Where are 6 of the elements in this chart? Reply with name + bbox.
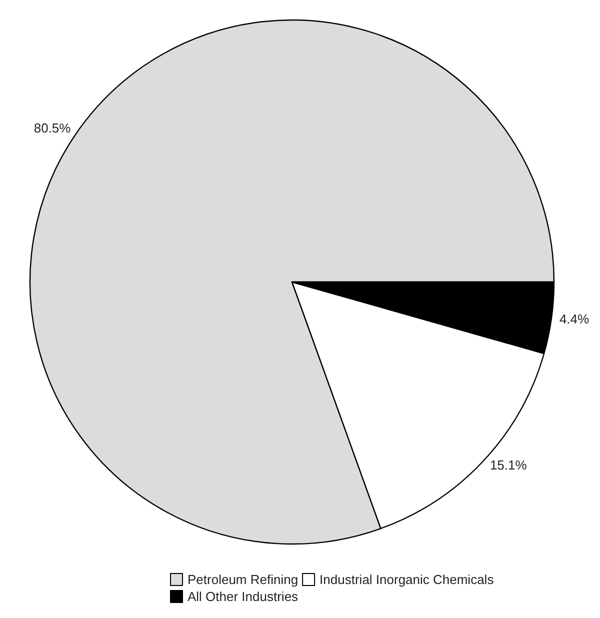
data-label: 4.4% — [559, 311, 590, 326]
data-label: 15.1% — [490, 457, 528, 472]
data-label: 80.5% — [34, 120, 72, 136]
legend-label: All Other Industries — [188, 589, 299, 604]
legend-label: Industrial Inorganic Chemicals — [320, 572, 494, 587]
legend-label: Petroleum Refining — [188, 572, 298, 587]
